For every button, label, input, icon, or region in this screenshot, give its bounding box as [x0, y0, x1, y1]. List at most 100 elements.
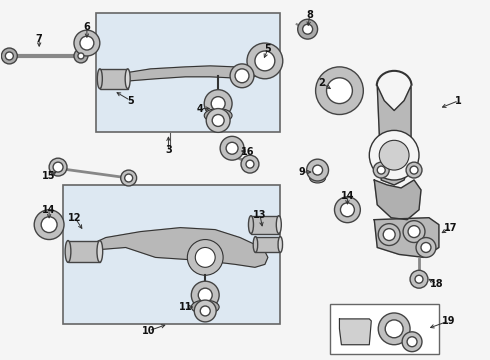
Circle shape	[406, 162, 422, 178]
Circle shape	[235, 69, 249, 83]
Text: 19: 19	[442, 316, 456, 326]
Circle shape	[379, 140, 409, 170]
Circle shape	[421, 243, 431, 252]
Circle shape	[80, 36, 94, 50]
Text: 13: 13	[253, 210, 267, 220]
Text: 4: 4	[197, 104, 204, 113]
Text: 9: 9	[298, 167, 305, 177]
Bar	[100, 69, 128, 89]
Polygon shape	[377, 86, 411, 185]
Circle shape	[230, 64, 254, 88]
Ellipse shape	[98, 69, 102, 89]
Text: 18: 18	[430, 279, 444, 289]
Circle shape	[196, 247, 215, 267]
Circle shape	[206, 109, 230, 132]
Circle shape	[408, 226, 420, 238]
Polygon shape	[340, 319, 371, 345]
Circle shape	[378, 313, 410, 345]
Text: 5: 5	[265, 44, 271, 54]
Circle shape	[74, 30, 100, 56]
Circle shape	[410, 270, 428, 288]
Circle shape	[410, 166, 418, 174]
Circle shape	[341, 203, 354, 217]
Circle shape	[74, 49, 88, 63]
Circle shape	[335, 197, 360, 223]
Ellipse shape	[97, 240, 103, 262]
Polygon shape	[374, 218, 439, 257]
Circle shape	[402, 332, 422, 352]
Circle shape	[403, 221, 425, 243]
Circle shape	[415, 275, 423, 283]
Circle shape	[124, 174, 133, 182]
Ellipse shape	[125, 69, 130, 89]
Text: 2: 2	[318, 78, 325, 88]
Ellipse shape	[204, 109, 232, 122]
Ellipse shape	[65, 240, 71, 262]
Text: 17: 17	[444, 222, 458, 233]
Circle shape	[313, 165, 322, 175]
Polygon shape	[91, 228, 268, 267]
Text: 6: 6	[83, 22, 90, 32]
Circle shape	[377, 166, 385, 174]
Circle shape	[200, 306, 210, 316]
Text: 3: 3	[165, 145, 172, 155]
Circle shape	[220, 136, 244, 160]
Circle shape	[5, 52, 13, 60]
Polygon shape	[116, 66, 268, 85]
Circle shape	[195, 300, 216, 322]
Circle shape	[34, 210, 64, 239]
Circle shape	[198, 288, 212, 302]
Circle shape	[78, 53, 84, 59]
Text: 16: 16	[241, 147, 255, 157]
Bar	[329, 304, 439, 354]
Bar	[68, 240, 100, 262]
Circle shape	[316, 67, 363, 114]
Circle shape	[191, 281, 219, 309]
Circle shape	[1, 48, 17, 64]
Text: 15: 15	[42, 171, 56, 181]
Bar	[255, 237, 280, 252]
Circle shape	[121, 170, 137, 186]
Circle shape	[307, 159, 328, 181]
Ellipse shape	[276, 216, 281, 234]
Bar	[96, 13, 280, 132]
Text: 11: 11	[178, 302, 192, 312]
Circle shape	[303, 24, 313, 34]
Ellipse shape	[253, 237, 258, 252]
Bar	[63, 185, 280, 324]
Polygon shape	[374, 180, 421, 220]
Circle shape	[298, 19, 318, 39]
Ellipse shape	[191, 300, 219, 314]
Circle shape	[247, 43, 283, 79]
Circle shape	[187, 239, 223, 275]
Circle shape	[373, 162, 389, 178]
Circle shape	[378, 224, 400, 246]
Text: 10: 10	[142, 326, 155, 336]
Circle shape	[226, 142, 238, 154]
Circle shape	[416, 238, 436, 257]
Circle shape	[53, 162, 63, 172]
Circle shape	[255, 51, 275, 71]
Text: 1: 1	[455, 96, 462, 105]
Circle shape	[326, 78, 352, 104]
Text: 8: 8	[306, 10, 313, 20]
Ellipse shape	[310, 173, 325, 183]
Text: 14: 14	[42, 205, 56, 215]
Ellipse shape	[278, 237, 283, 252]
Ellipse shape	[248, 216, 253, 234]
Bar	[251, 216, 279, 234]
Circle shape	[211, 96, 225, 111]
Circle shape	[383, 229, 395, 240]
Circle shape	[385, 320, 403, 338]
Text: 14: 14	[341, 191, 354, 201]
Circle shape	[49, 158, 67, 176]
Circle shape	[407, 337, 417, 347]
Circle shape	[204, 90, 232, 117]
Circle shape	[41, 217, 57, 233]
Text: 12: 12	[68, 213, 82, 223]
Text: 5: 5	[127, 96, 134, 105]
Circle shape	[246, 160, 254, 168]
Circle shape	[369, 130, 419, 180]
Text: 7: 7	[36, 34, 43, 44]
Circle shape	[212, 114, 224, 126]
